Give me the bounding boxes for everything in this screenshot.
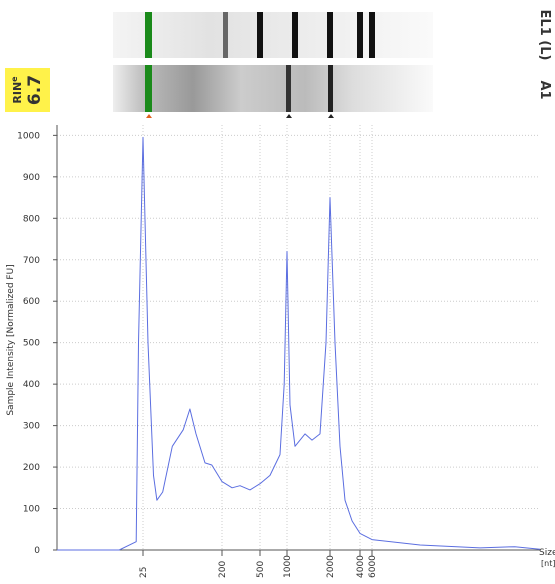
y-tick-label: 300	[23, 422, 40, 432]
x-tick-label: 2000	[326, 555, 336, 578]
rin-value: 6.7	[25, 75, 45, 105]
rin-name: RIN	[11, 82, 24, 104]
rin-sup: e	[10, 76, 19, 82]
y-tick-label: 100	[23, 505, 40, 515]
y-tick-label: 700	[23, 256, 40, 266]
lane-label: A1	[537, 80, 552, 99]
x-tick-label: 6000	[368, 555, 378, 578]
y-tick-label: 200	[23, 463, 40, 473]
y-tick-label: 500	[23, 339, 40, 349]
y-tick-label: 600	[23, 297, 40, 307]
x-axis-label: [nt]	[541, 559, 555, 568]
y-tick-label: 1000	[17, 131, 40, 141]
x-tick-label: 200	[218, 561, 228, 578]
y-axis-label: Sample Intensity [Normalized FU]	[6, 264, 16, 415]
y-tick-label: 800	[23, 214, 40, 224]
x-axis-label: Size	[539, 548, 555, 558]
gel-ladder	[113, 12, 433, 58]
y-tick-label: 900	[23, 173, 40, 183]
chart: EL1 (L) A1 RINe 6.7 Sample Intensity [No…	[0, 0, 555, 580]
y-tick-label: 0	[34, 546, 40, 556]
lane-label: EL1 (L)	[537, 10, 552, 61]
intensity-line	[57, 137, 540, 550]
x-tick-label: 1000	[283, 555, 293, 578]
gel-sample	[113, 65, 433, 118]
rin: RINe 6.7	[10, 75, 45, 105]
y-tick-label: 400	[23, 380, 40, 390]
x-tick-label: 500	[256, 561, 266, 578]
x-tick-label: 25	[139, 567, 149, 578]
x-tick-label: 4000	[356, 555, 366, 578]
